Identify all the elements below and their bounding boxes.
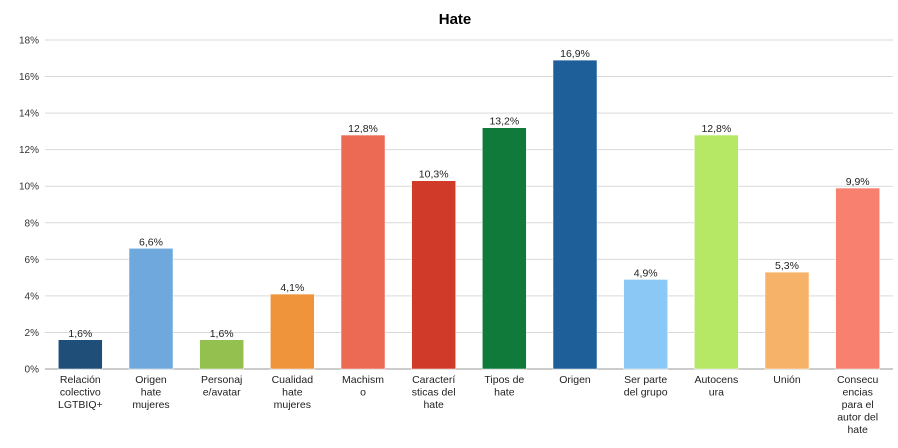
data-label: 1,6% — [68, 328, 92, 340]
y-tick-label: 0% — [25, 365, 40, 376]
bar — [58, 339, 103, 370]
data-label: 12,8% — [701, 123, 731, 135]
category-label: Personaj e/avatar — [201, 374, 242, 399]
bar — [128, 248, 174, 370]
data-label: 10,3% — [419, 169, 449, 181]
data-label: 9,9% — [846, 176, 870, 188]
category-label: Autocens ura — [694, 374, 738, 399]
y-tick-label: 14% — [19, 109, 39, 120]
y-tick-label: 16% — [19, 72, 39, 83]
bar — [270, 293, 315, 370]
category-label: Cualidad hate mujeres — [272, 374, 314, 411]
bar — [199, 339, 244, 370]
category-label: Origen — [559, 374, 591, 386]
y-tick-label: 2% — [25, 328, 40, 339]
y-tick-label: 8% — [25, 218, 40, 229]
bar — [835, 187, 880, 370]
data-label: 6,6% — [139, 236, 163, 248]
category-label: Consecu encias para el autor del hate — [837, 374, 879, 436]
y-tick-label: 18% — [19, 36, 39, 47]
bar — [411, 180, 456, 370]
category-label: Caracterí sticas del hate — [412, 374, 456, 411]
category-label: Relación colectivo LGTBIQ+ — [58, 374, 103, 411]
bar — [694, 134, 739, 370]
y-tick-label: 12% — [19, 145, 39, 156]
category-labels: Relación colectivo LGTBIQ+ Origen hate mujere… — [58, 374, 879, 436]
data-label: 16,9% — [560, 48, 590, 60]
data-label: 4,1% — [280, 282, 304, 294]
category-label: Unión — [773, 374, 801, 386]
bar — [340, 134, 386, 370]
chart-title: Hate — [439, 11, 472, 28]
data-label: 12,8% — [348, 123, 378, 135]
bar — [623, 279, 668, 370]
category-label: Ser parte del grupo — [624, 374, 668, 399]
data-labels: 1,6% 6,6% 1,6% 4,1% 12,8% 10,3% 13,2% 16,9% 4,9%… — [68, 48, 869, 340]
category-label: Origen hate mujeres — [132, 374, 169, 411]
data-label: 13,2% — [489, 116, 519, 128]
bar — [482, 127, 527, 370]
category-label: Tipos de hate — [484, 374, 524, 399]
y-axis-ticks: 0% 2% 4% 6% 8% 10% 12% 14% 16% 18% — [19, 36, 39, 376]
y-tick-label: 4% — [25, 291, 40, 302]
gridlines — [45, 39, 893, 370]
data-label: 4,9% — [634, 267, 658, 279]
y-tick-label: 6% — [25, 255, 40, 266]
bar — [764, 271, 810, 370]
bars — [58, 59, 880, 370]
y-tick-label: 10% — [19, 182, 39, 193]
data-label: 5,3% — [775, 260, 799, 272]
bar — [552, 59, 598, 370]
category-label: Machism o — [342, 374, 384, 399]
data-label: 1,6% — [210, 328, 234, 340]
